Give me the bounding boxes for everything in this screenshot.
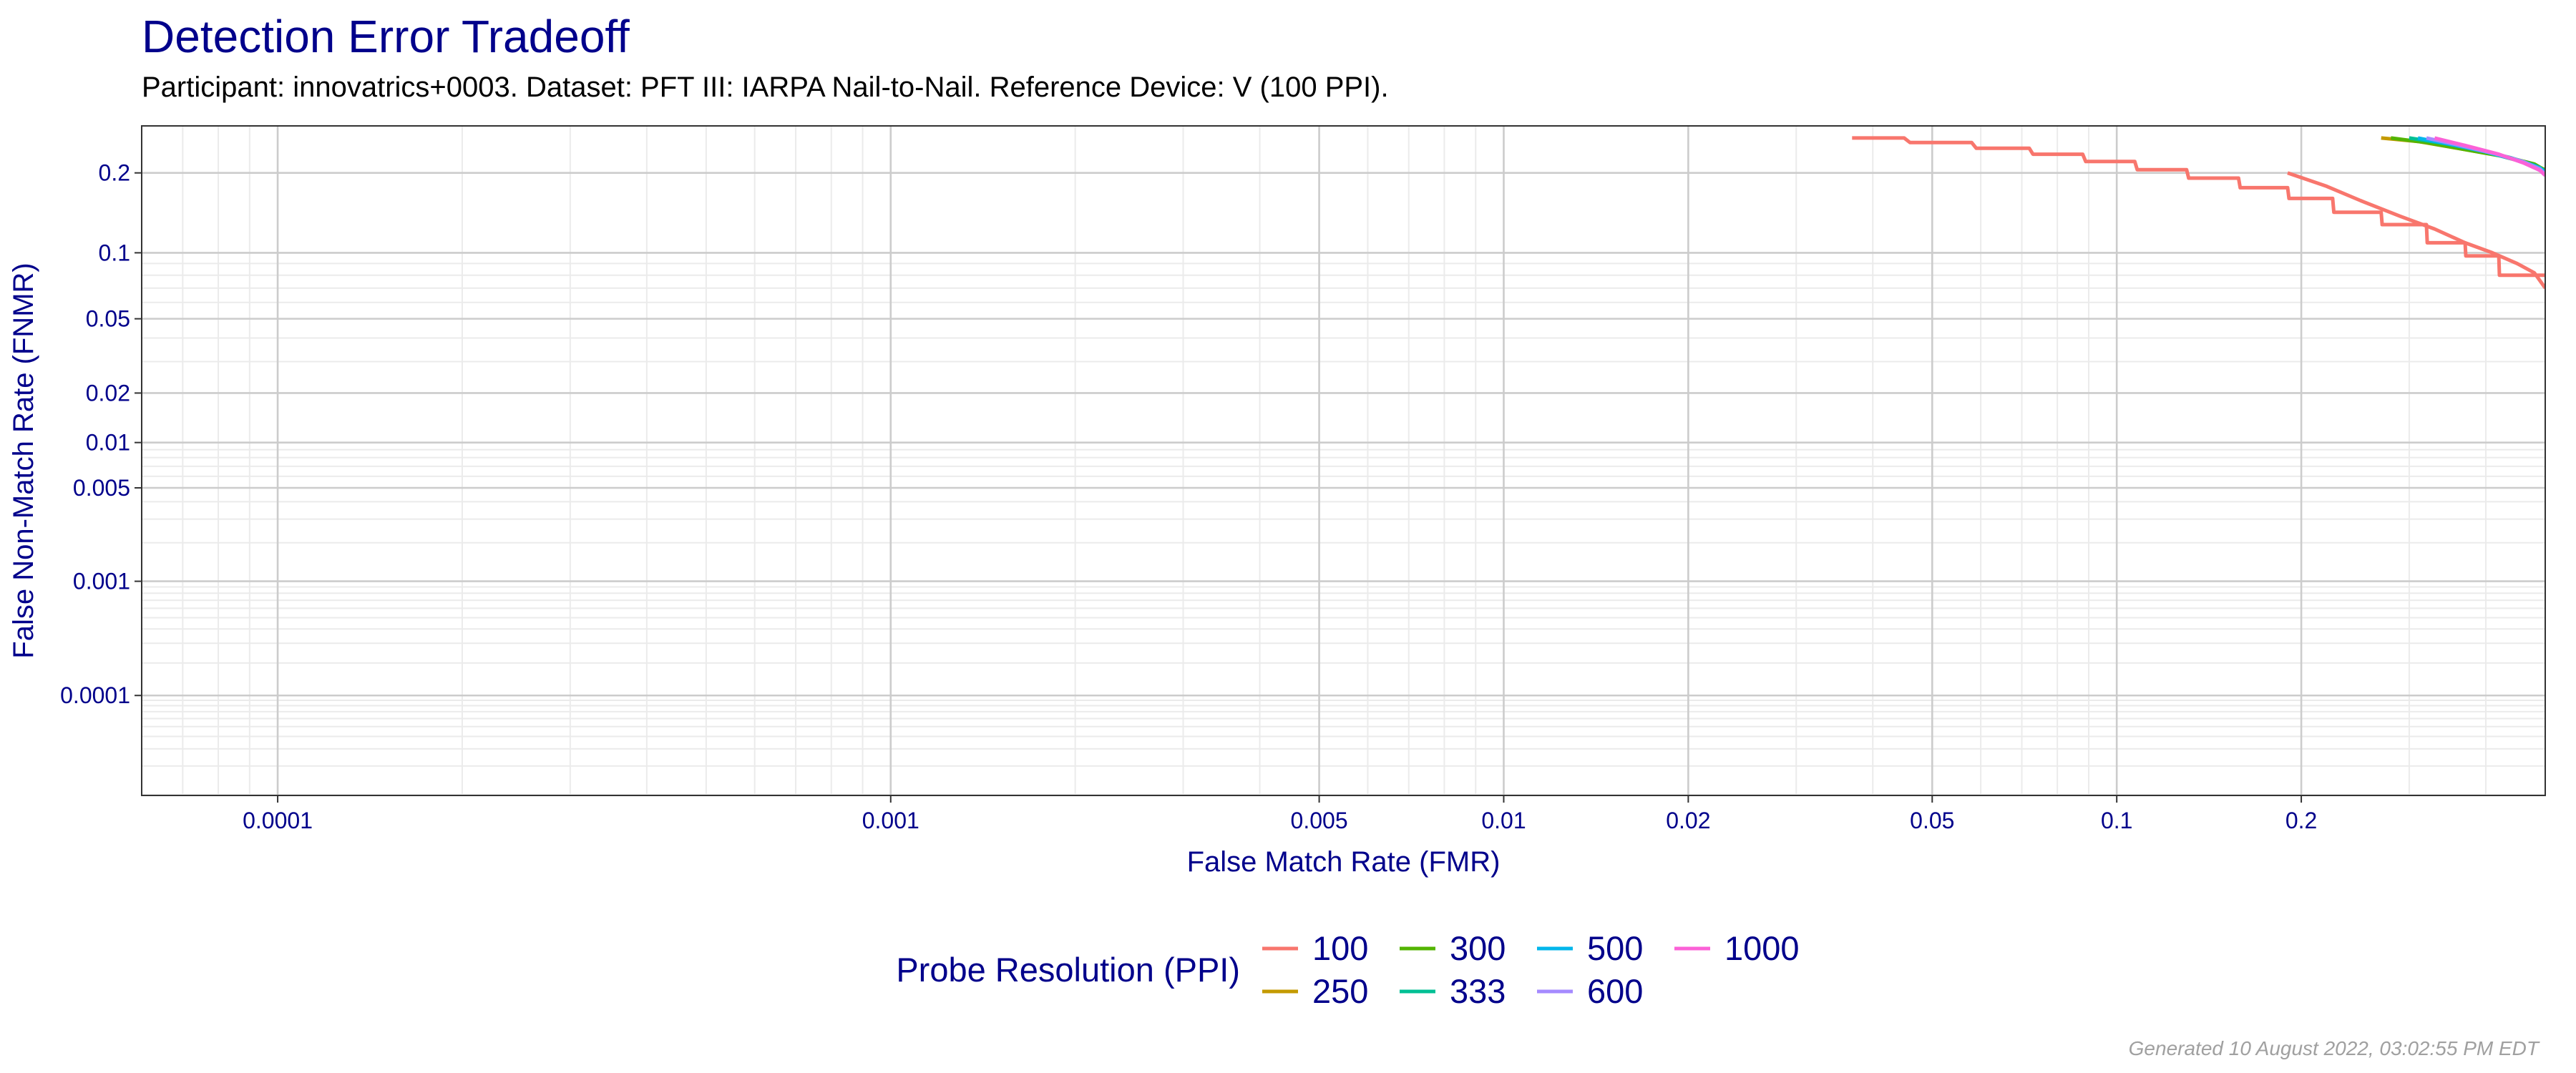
grid <box>141 126 2546 795</box>
series-line-100 <box>2287 171 2545 290</box>
y-tick-label: 0.02 <box>86 380 130 406</box>
x-tick-label: 0.2 <box>2285 808 2317 833</box>
series-lines <box>1852 136 2545 290</box>
legend-label-500: 500 <box>1587 929 1643 967</box>
x-tick-label: 0.1 <box>2101 808 2132 833</box>
x-axis-title: False Match Rate (FMR) <box>1187 846 1501 878</box>
x-tick-label: 0.005 <box>1291 808 1348 833</box>
x-axis-ticks: 0.0001 0.001 0.005 0.01 0.02 0.05 0.1 0.2 <box>243 795 2317 833</box>
y-tick-label: 0.001 <box>73 569 130 594</box>
y-tick-label: 0.05 <box>86 306 130 332</box>
series-line-1000 <box>2434 136 2545 177</box>
legend-label-600: 600 <box>1587 972 1643 1010</box>
x-tick-label: 0.01 <box>1481 808 1526 833</box>
y-tick-label: 0.2 <box>99 160 130 186</box>
legend-label-250: 250 <box>1312 972 1368 1010</box>
generated-timestamp: Generated 10 August 2022, 03:02:55 PM ED… <box>2128 1037 2539 1059</box>
x-tick-label: 0.0001 <box>243 808 313 833</box>
y-tick-label: 0.1 <box>99 240 130 265</box>
plot-panel <box>141 125 2546 796</box>
x-tick-label: 0.001 <box>862 808 919 833</box>
series-line-100 <box>1852 136 2545 278</box>
y-tick-label: 0.01 <box>86 430 130 456</box>
chart-title: Detection Error Tradeoff <box>142 11 630 62</box>
legend: Probe Resolution (PPI) 100 250 300 333 500 60… <box>896 929 1799 1010</box>
x-tick-label: 0.05 <box>1910 808 1954 833</box>
y-tick-label: 0.005 <box>73 475 130 501</box>
legend-label-100: 100 <box>1312 929 1368 967</box>
x-tick-label: 0.02 <box>1666 808 1710 833</box>
y-axis-title: False Non-Match Rate (FNMR) <box>8 263 39 658</box>
legend-title: Probe Resolution (PPI) <box>896 951 1240 989</box>
legend-label-333: 333 <box>1450 972 1506 1010</box>
plot-background <box>142 126 2545 795</box>
chart-subtitle: Participant: innovatrics+0003. Dataset: … <box>142 72 1389 103</box>
legend-label-300: 300 <box>1450 929 1506 967</box>
y-tick-label: 0.0001 <box>60 682 130 708</box>
legend-label-1000: 1000 <box>1724 929 1800 967</box>
y-axis-ticks: 0.2 0.1 0.05 0.02 0.01 0.005 0.001 0.0001 <box>60 160 142 708</box>
